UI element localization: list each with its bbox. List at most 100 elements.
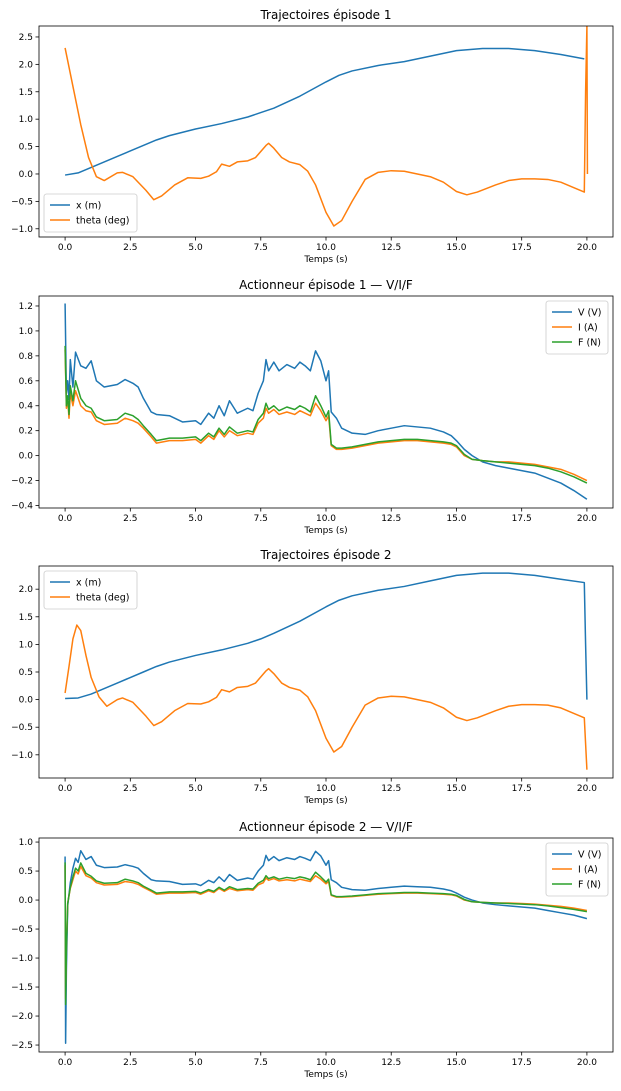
x-tick-label: 7.5 (254, 243, 268, 253)
x-tick-label: 20.0 (577, 1058, 597, 1068)
y-tick-label: 0.4 (19, 402, 34, 412)
y-tick-label: 1.5 (19, 88, 33, 98)
legend-box (545, 842, 609, 897)
x-tick-label: 17.5 (512, 784, 532, 794)
y-tick-label: −0.5 (11, 925, 33, 935)
x-tick-label: 2.5 (123, 784, 137, 794)
legend-label: theta (deg) (76, 592, 129, 603)
y-tick-label: 0.5 (19, 143, 33, 153)
x-tick-label: 0.0 (58, 514, 73, 524)
x-tick-label: 2.5 (123, 514, 137, 524)
x-tick-label: 15.0 (446, 243, 466, 253)
x-tick-label: 7.5 (254, 514, 268, 524)
y-tick-label: 2.0 (19, 60, 34, 70)
legend-label: theta (deg) (76, 215, 129, 226)
x-axis-label: Temps (s) (303, 255, 347, 265)
y-tick-label: 0.8 (19, 352, 34, 362)
chart-title: Actionneur épisode 1 — V/I/F (239, 278, 413, 292)
chart-panel-2: Actionneur épisode 1 — V/I/F 0.0 2.5 5.0 7.5… (11, 278, 614, 536)
axes-frame (38, 295, 614, 509)
x-tick-label: 2.5 (123, 1058, 137, 1068)
y-tick-label: 0.5 (19, 867, 33, 877)
legend-box (43, 193, 138, 233)
y-tick-label: 1.0 (19, 327, 34, 337)
x-axis-label: Temps (s) (303, 1070, 347, 1080)
axes-frame (38, 25, 614, 238)
x-tick-label: 15.0 (446, 784, 466, 794)
y-tick-label: −0.2 (11, 477, 33, 487)
y-tick-label: −2.0 (11, 1012, 33, 1022)
y-tick-label: 1.0 (19, 640, 34, 650)
legend-label: F (N) (578, 879, 601, 890)
x-tick-label: 7.5 (254, 1058, 268, 1068)
series-line-theta-deg (64, 26, 589, 227)
x-tick-label: 0.0 (58, 1058, 73, 1068)
axes-frame (38, 565, 614, 779)
y-tick-label: 0.0 (19, 696, 34, 706)
x-axis-label: Temps (s) (303, 526, 347, 536)
x-tick-label: 10.0 (316, 243, 336, 253)
x-tick-label: 12.5 (381, 514, 401, 524)
x-tick-label: 10.0 (316, 1058, 336, 1068)
series-line-f-n (64, 345, 588, 484)
y-tick-label: 1.0 (19, 838, 34, 848)
x-tick-label: 10.0 (316, 784, 336, 794)
x-tick-label: 17.5 (512, 1058, 532, 1068)
series-line-theta-deg (64, 624, 588, 770)
x-tick-label: 5.0 (188, 784, 203, 794)
x-tick-label: 5.0 (188, 243, 203, 253)
x-tick-label: 12.5 (381, 243, 401, 253)
x-tick-label: 12.5 (381, 1058, 401, 1068)
chart-title: Trajectoires épisode 2 (259, 548, 391, 562)
series-line-v-v (64, 850, 588, 1045)
y-tick-label: −1.0 (11, 751, 33, 761)
legend-box (43, 570, 138, 610)
y-tick-label: 0.6 (19, 377, 34, 387)
x-tick-label: 0.0 (58, 243, 73, 253)
y-tick-label: −1.5 (11, 983, 33, 993)
y-tick-label: 0.0 (19, 170, 34, 180)
y-tick-label: 2.0 (19, 585, 34, 595)
y-tick-label: 2.5 (19, 33, 33, 43)
x-axis-label: Temps (s) (303, 796, 347, 806)
x-tick-label: 17.5 (512, 514, 532, 524)
legend-label: V (V) (578, 307, 601, 318)
series-line-f-n (64, 862, 588, 1006)
y-tick-label: 1.2 (19, 302, 33, 312)
x-tick-label: 15.0 (446, 1058, 466, 1068)
legend: x (m) theta (deg) (43, 570, 138, 610)
y-tick-label: 0.0 (19, 896, 34, 906)
chart-title: Trajectoires épisode 1 (259, 8, 391, 22)
y-tick-label: −2.5 (11, 1041, 33, 1051)
y-tick-label: 1.5 (19, 613, 33, 623)
legend: x (m) theta (deg) (43, 193, 138, 233)
y-tick-label: −0.4 (11, 502, 33, 512)
legend-label: I (A) (578, 322, 598, 333)
y-tick-label: 0.2 (19, 427, 33, 437)
legend-label: I (A) (578, 864, 598, 875)
legend-label: x (m) (76, 577, 101, 588)
x-tick-label: 2.5 (123, 243, 137, 253)
y-tick-label: −1.0 (11, 954, 33, 964)
y-tick-label: 1.0 (19, 115, 34, 125)
chart-title: Actionneur épisode 2 — V/I/F (239, 820, 413, 834)
legend: V (V) I (A) F (N) (545, 300, 609, 355)
x-tick-label: 15.0 (446, 514, 466, 524)
x-tick-label: 20.0 (577, 784, 597, 794)
x-tick-label: 12.5 (381, 784, 401, 794)
legend-label: V (V) (578, 849, 601, 860)
series-line-i-a (64, 349, 588, 482)
series-line-x-m (65, 572, 588, 700)
series-line-x-m (64, 47, 585, 176)
x-tick-label: 7.5 (254, 784, 268, 794)
y-tick-label: −0.5 (11, 197, 33, 207)
x-tick-label: 17.5 (512, 243, 532, 253)
legend-box (545, 300, 609, 355)
y-tick-label: −1.0 (11, 225, 33, 235)
x-tick-label: 10.0 (316, 514, 336, 524)
y-tick-label: −0.5 (11, 723, 33, 733)
chart-panel-3: Trajectoires épisode 2 0.0 2.5 5.0 7.5 10.0 12… (11, 548, 614, 806)
axes-frame (38, 837, 614, 1053)
legend-label: F (N) (578, 337, 601, 348)
